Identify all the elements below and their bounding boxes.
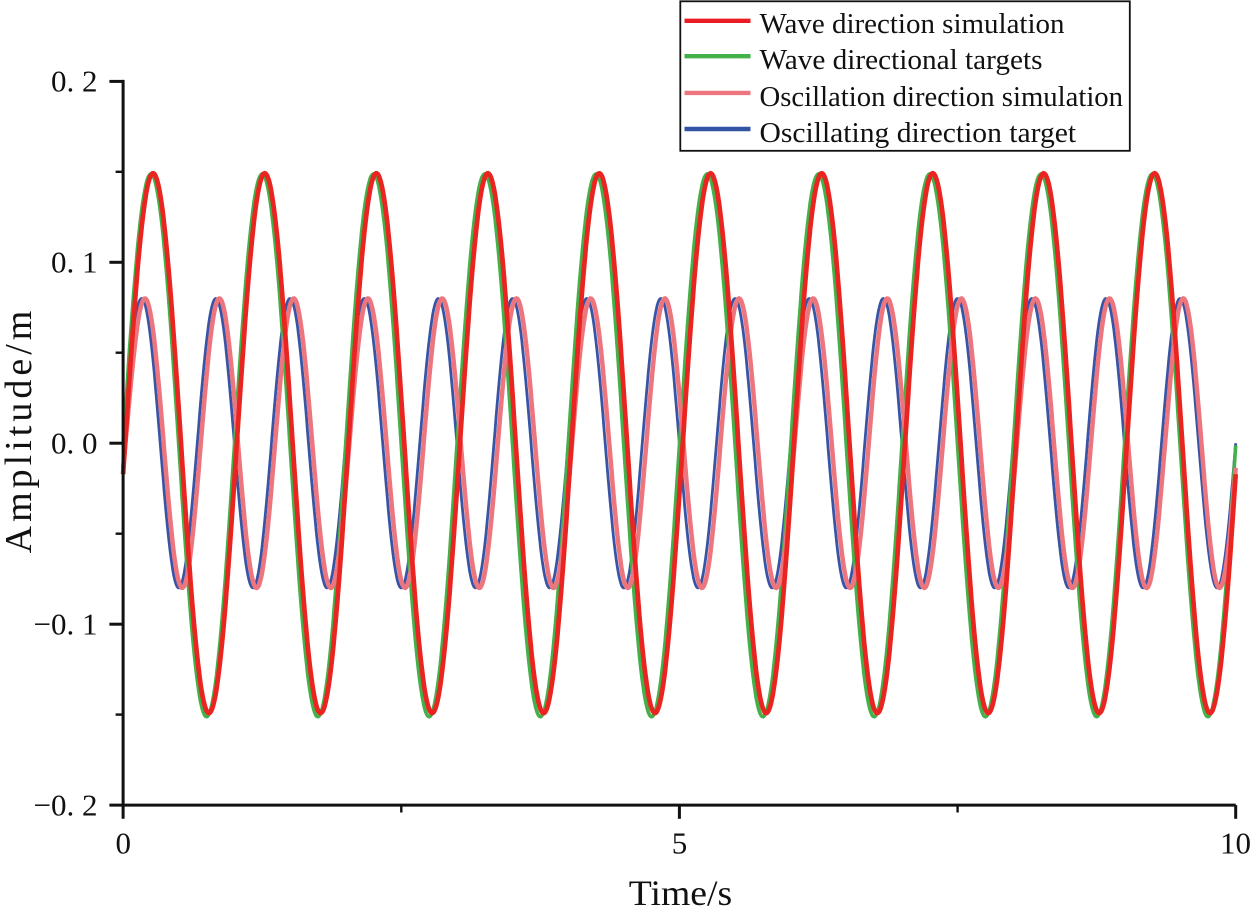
- svg-text:Oscillation direction simulati: Oscillation direction simulation: [760, 81, 1124, 113]
- svg-text:Wave directional targets: Wave directional targets: [760, 44, 1043, 76]
- svg-text:10: 10: [1220, 825, 1250, 860]
- svg-text:0. 1: 0. 1: [51, 245, 98, 280]
- svg-text:Amplitude/m: Amplitude/m: [0, 307, 40, 554]
- svg-text:Oscillating direction target: Oscillating direction target: [760, 117, 1077, 149]
- svg-text:Wave direction simulation: Wave direction simulation: [760, 8, 1065, 40]
- svg-text:0. 2: 0. 2: [51, 64, 98, 99]
- svg-text:0. 0: 0. 0: [51, 426, 98, 461]
- svg-text:Time/s: Time/s: [629, 873, 732, 906]
- svg-text:−0. 1: −0. 1: [34, 607, 98, 642]
- svg-text:0: 0: [116, 825, 132, 860]
- svg-text:−0. 2: −0. 2: [34, 787, 98, 822]
- svg-text:5: 5: [672, 825, 688, 860]
